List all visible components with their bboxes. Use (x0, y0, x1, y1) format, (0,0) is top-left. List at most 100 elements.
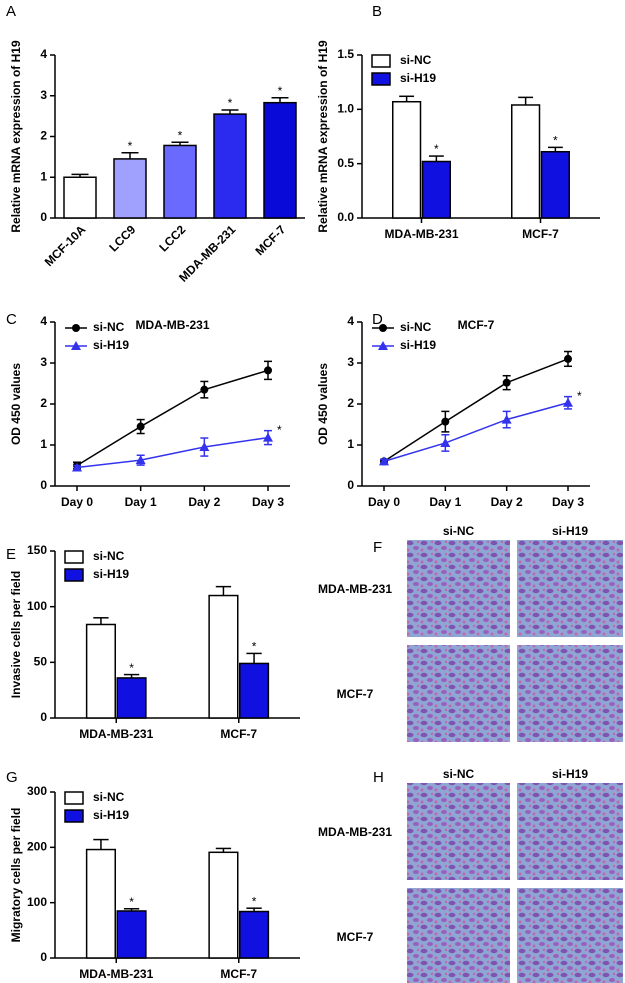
y-tick-label: 3 (347, 355, 354, 369)
bar (239, 910, 270, 959)
series-line (383, 402, 569, 463)
bar (113, 158, 147, 219)
x-tick-label: Day 1 (429, 495, 461, 509)
bar (85, 848, 116, 959)
legend-label: si-NC (93, 790, 125, 804)
legend-swatch (371, 72, 391, 86)
column-label: si-H19 (552, 767, 588, 781)
y-tick-label: 2 (40, 129, 47, 143)
micrograph (407, 645, 510, 742)
legend-marker (379, 324, 387, 332)
bar (63, 176, 97, 219)
micrograph (407, 783, 510, 880)
significance-marker: * (252, 640, 257, 654)
legend-swatch (371, 54, 391, 68)
point (200, 385, 209, 394)
bar (116, 910, 147, 959)
panel-letter: H (373, 769, 384, 786)
y-tick-label: 1 (347, 437, 354, 451)
significance-marker: * (228, 96, 233, 110)
bar (421, 160, 451, 219)
legend-label: si-H19 (400, 338, 436, 352)
legend-label: si-NC (400, 53, 432, 67)
significance-marker: * (252, 894, 257, 908)
legend-swatch (64, 550, 84, 564)
x-tick-label: MCF-7 (220, 967, 257, 981)
y-axis-label: Invasive cells per field (9, 571, 23, 698)
y-tick-label: 0.5 (337, 156, 354, 170)
row-label: MCF-7 (337, 687, 374, 701)
point (199, 442, 210, 452)
bar (116, 677, 147, 719)
row-label: MCF-7 (337, 930, 374, 944)
y-tick-label: 300 (27, 784, 47, 798)
bar (208, 594, 239, 719)
x-tick-label: LCC2 (156, 222, 188, 254)
y-axis-label: OD 450 values (9, 363, 23, 445)
x-tick-label: MCF-7 (253, 222, 289, 258)
bar (263, 101, 297, 219)
column-label: si-NC (443, 767, 475, 781)
point (264, 366, 272, 375)
x-tick-label: Day 0 (368, 495, 400, 509)
legend-label: si-H19 (400, 71, 436, 85)
micrograph (517, 645, 623, 742)
legend-swatch (64, 568, 84, 582)
x-tick-label: MCF-10A (42, 222, 89, 269)
panel-letter: G (6, 769, 18, 786)
legend-label: si-NC (93, 320, 125, 334)
legend-label: si-NC (93, 549, 125, 563)
column-label: si-H19 (552, 524, 588, 538)
point (135, 455, 146, 465)
panel-letter: B (372, 3, 382, 20)
series-line (76, 369, 269, 467)
y-tick-label: 0 (40, 950, 47, 964)
row-label: MDA-MB-231 (318, 825, 392, 839)
x-tick-label: Day 0 (61, 495, 93, 509)
row-label: MDA-MB-231 (318, 582, 392, 596)
y-tick-label: 100 (27, 895, 47, 909)
significance-marker: * (129, 895, 134, 909)
y-tick-label: 0 (347, 478, 354, 492)
panel-letter: D (372, 311, 383, 328)
x-tick-label: Day 2 (491, 495, 523, 509)
x-tick-label: MCF-7 (522, 227, 559, 241)
legend-label: si-H19 (93, 808, 129, 822)
y-tick-label: 100 (27, 599, 47, 613)
point (379, 456, 389, 466)
legend-label: si-H19 (93, 567, 129, 581)
bar (540, 150, 570, 219)
bar (85, 623, 116, 719)
point (564, 354, 572, 363)
x-tick-label: Day 1 (125, 495, 157, 509)
y-tick-label: 0 (40, 710, 47, 724)
y-tick-label: 50 (34, 655, 48, 669)
legend-marker (72, 324, 80, 332)
y-tick-label: 1 (40, 437, 47, 451)
micrograph (407, 540, 510, 637)
significance-marker: * (553, 134, 558, 148)
y-tick-label: 200 (27, 840, 47, 854)
bar (163, 144, 197, 219)
y-tick-label: 0 (40, 478, 47, 492)
y-tick-label: 4 (40, 314, 47, 328)
series-line (383, 358, 569, 463)
series-line (76, 436, 269, 469)
significance-marker: * (434, 142, 439, 156)
bar (511, 104, 541, 219)
micrograph (517, 540, 623, 637)
x-tick-label: LCC9 (106, 222, 138, 254)
significance-marker: * (577, 389, 582, 403)
panel-letter: C (6, 311, 17, 328)
y-tick-label: 150 (27, 543, 47, 557)
y-tick-label: 3 (40, 88, 47, 102)
y-tick-label: 1.5 (337, 47, 354, 61)
x-tick-label: MDA-MB-231 (384, 227, 458, 241)
point (502, 378, 511, 387)
bar (239, 662, 270, 719)
point (563, 397, 573, 407)
micrograph (517, 888, 623, 983)
panel-letter: E (6, 546, 16, 563)
x-tick-label: Day 3 (552, 495, 584, 509)
